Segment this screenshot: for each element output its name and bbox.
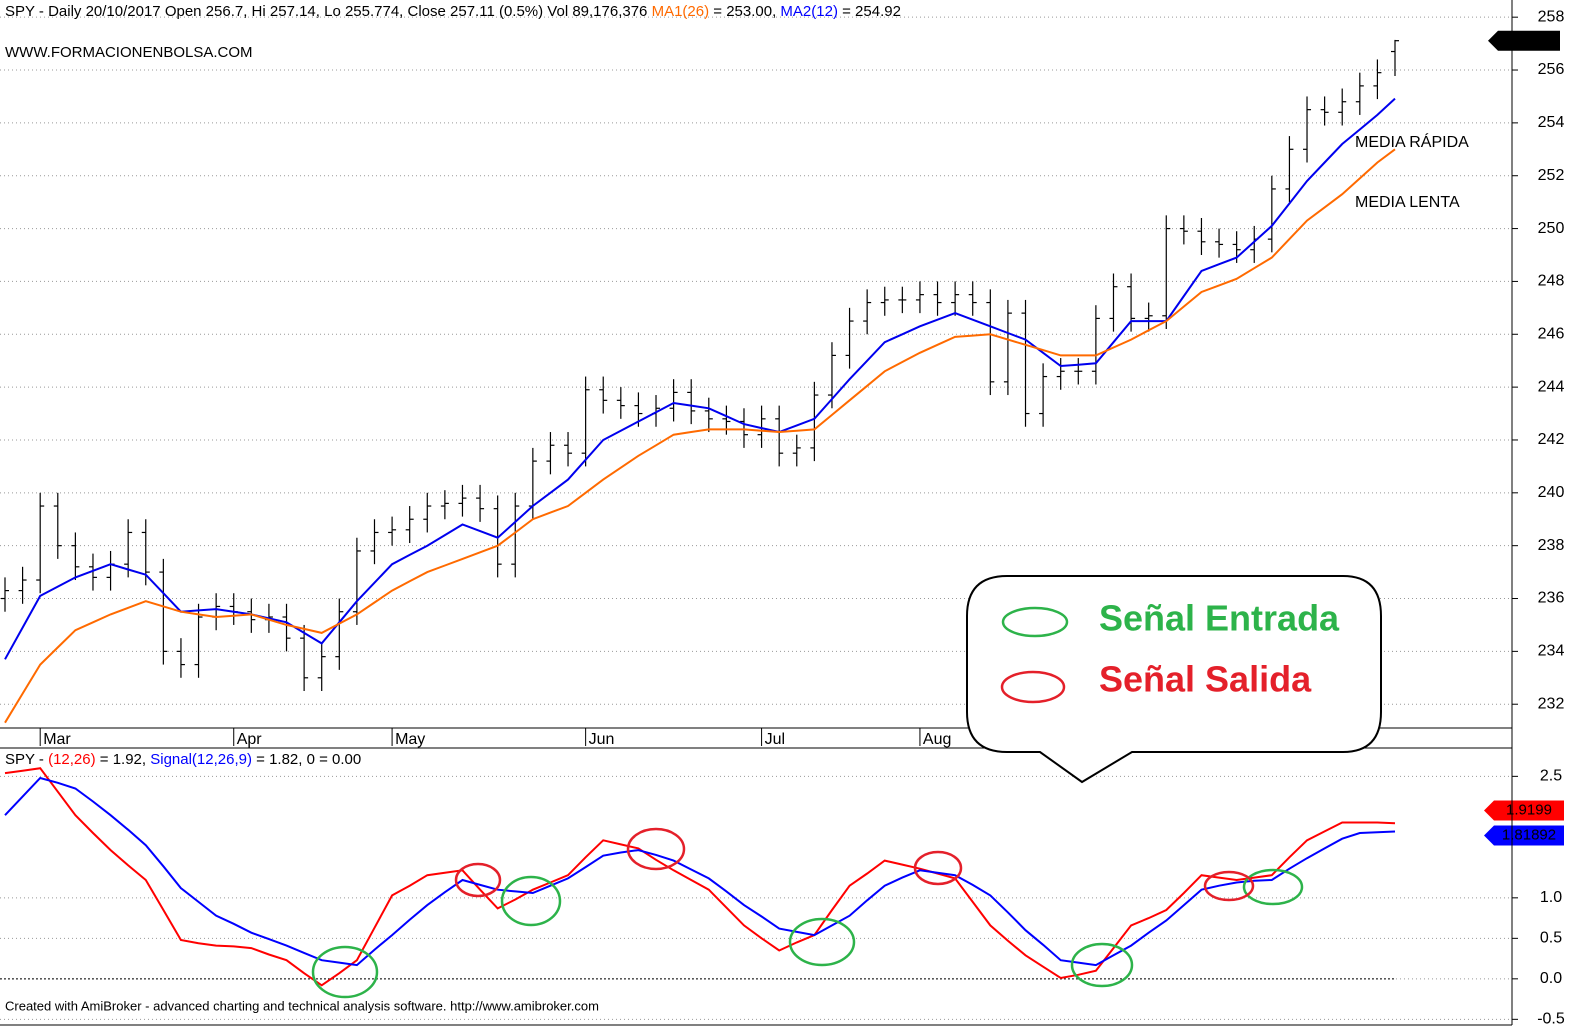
y-tick-label: 242 bbox=[1538, 431, 1565, 448]
y-tick-label: 254 bbox=[1538, 114, 1565, 131]
title-segment: = 254.92 bbox=[838, 3, 901, 20]
legend-exit-label: Señal Salida bbox=[1099, 659, 1312, 700]
title-segment: MA2(12) bbox=[780, 3, 838, 20]
y-tick-label: 1.0 bbox=[1540, 889, 1562, 906]
y-tick-label: 256 bbox=[1538, 61, 1565, 78]
exit-circle bbox=[913, 850, 963, 886]
title-segment: Signal(12,26,9) bbox=[150, 751, 252, 768]
entry-circle bbox=[788, 917, 856, 967]
y-tick-label: 0.0 bbox=[1540, 970, 1562, 987]
panel-title: SPY - Daily 20/10/2017 Open 256.7, Hi 25… bbox=[5, 3, 901, 20]
x-tick-label: Aug bbox=[923, 731, 951, 748]
title-segment: = 1.92, bbox=[96, 751, 151, 768]
last-price-label: 257.11 bbox=[1507, 32, 1552, 49]
exit-circle bbox=[626, 827, 686, 871]
y-tick-label: 232 bbox=[1538, 695, 1565, 712]
last-value-box bbox=[1484, 825, 1564, 846]
y-tick-label: -0.5 bbox=[1537, 1011, 1565, 1028]
y-tick-label: 244 bbox=[1538, 378, 1565, 395]
series-line bbox=[4, 148, 1396, 724]
title-segment: (12,26) bbox=[48, 751, 96, 768]
title-segment: MA1(26) bbox=[652, 3, 710, 20]
macd-panel: -0.5 0.0 0.5 1.0 2.5 SPY - (12,26) = 1.92, Si… bbox=[0, 751, 1565, 1028]
signal-circles bbox=[311, 827, 1304, 999]
y-tick-label: 240 bbox=[1538, 484, 1565, 501]
y-tick-label: 0.5 bbox=[1540, 930, 1562, 947]
footer: Created with AmiBroker - advanced charti… bbox=[5, 998, 599, 1013]
last-price-box bbox=[1488, 30, 1560, 51]
x-tick-label: Mar bbox=[43, 731, 71, 748]
series-line bbox=[4, 97, 1396, 660]
subtitle: WWW.FORMACIONENBOLSA.COM bbox=[5, 44, 253, 61]
y-tick-label: 258 bbox=[1538, 8, 1565, 25]
price-panel: 232 234 236 238 240 242 244 246 248 250 252 254 256 2… bbox=[0, 3, 1564, 748]
legend-box: Señal Entrada Señal Salida bbox=[966, 575, 1382, 784]
series-line bbox=[4, 767, 1396, 987]
x-tick-label: May bbox=[395, 731, 425, 748]
y-tick-label: 238 bbox=[1538, 537, 1565, 554]
y-tick-label: 234 bbox=[1538, 643, 1565, 660]
exit-circle bbox=[1203, 870, 1255, 902]
entry-circle bbox=[311, 945, 379, 999]
x-tick-label: Apr bbox=[237, 731, 263, 748]
panel-title: SPY - (12,26) = 1.92, Signal(12,26,9) = … bbox=[5, 751, 361, 768]
y-tick-label: 252 bbox=[1538, 167, 1565, 184]
entry-circle bbox=[500, 875, 562, 927]
title-segment: = 1.82, 0 = 0.00 bbox=[252, 751, 361, 768]
last-value-label: 1.9199 bbox=[1506, 801, 1552, 818]
title-segment: SPY - bbox=[5, 751, 48, 768]
y-tick-label: 2.5 bbox=[1540, 768, 1562, 785]
series-label: MEDIA LENTA bbox=[1355, 194, 1460, 211]
x-tick-label: Jul bbox=[765, 731, 785, 748]
y-tick-label: 236 bbox=[1538, 590, 1565, 607]
exit-circle bbox=[454, 862, 502, 898]
title-segment: = 253.00, bbox=[709, 3, 780, 20]
legend-callout bbox=[966, 575, 1382, 784]
x-tick-label: Jun bbox=[589, 731, 615, 748]
y-tick-label: 248 bbox=[1538, 273, 1565, 290]
y-tick-label: 246 bbox=[1538, 325, 1565, 342]
last-value-box bbox=[1484, 800, 1564, 821]
legend-exit-marker bbox=[1000, 670, 1066, 704]
legend-entry-label: Señal Entrada bbox=[1099, 598, 1340, 639]
series-line bbox=[4, 776, 1396, 967]
last-value-label: 1.81892 bbox=[1502, 826, 1556, 843]
y-tick-label: 250 bbox=[1538, 220, 1565, 237]
legend-entry-marker bbox=[1001, 606, 1069, 638]
series-label: MEDIA RÁPIDA bbox=[1355, 132, 1469, 151]
title-segment: SPY - Daily 20/10/2017 Open 256.7, Hi 25… bbox=[5, 3, 652, 20]
entry-circle bbox=[1242, 868, 1304, 906]
entry-circle bbox=[1070, 942, 1134, 988]
